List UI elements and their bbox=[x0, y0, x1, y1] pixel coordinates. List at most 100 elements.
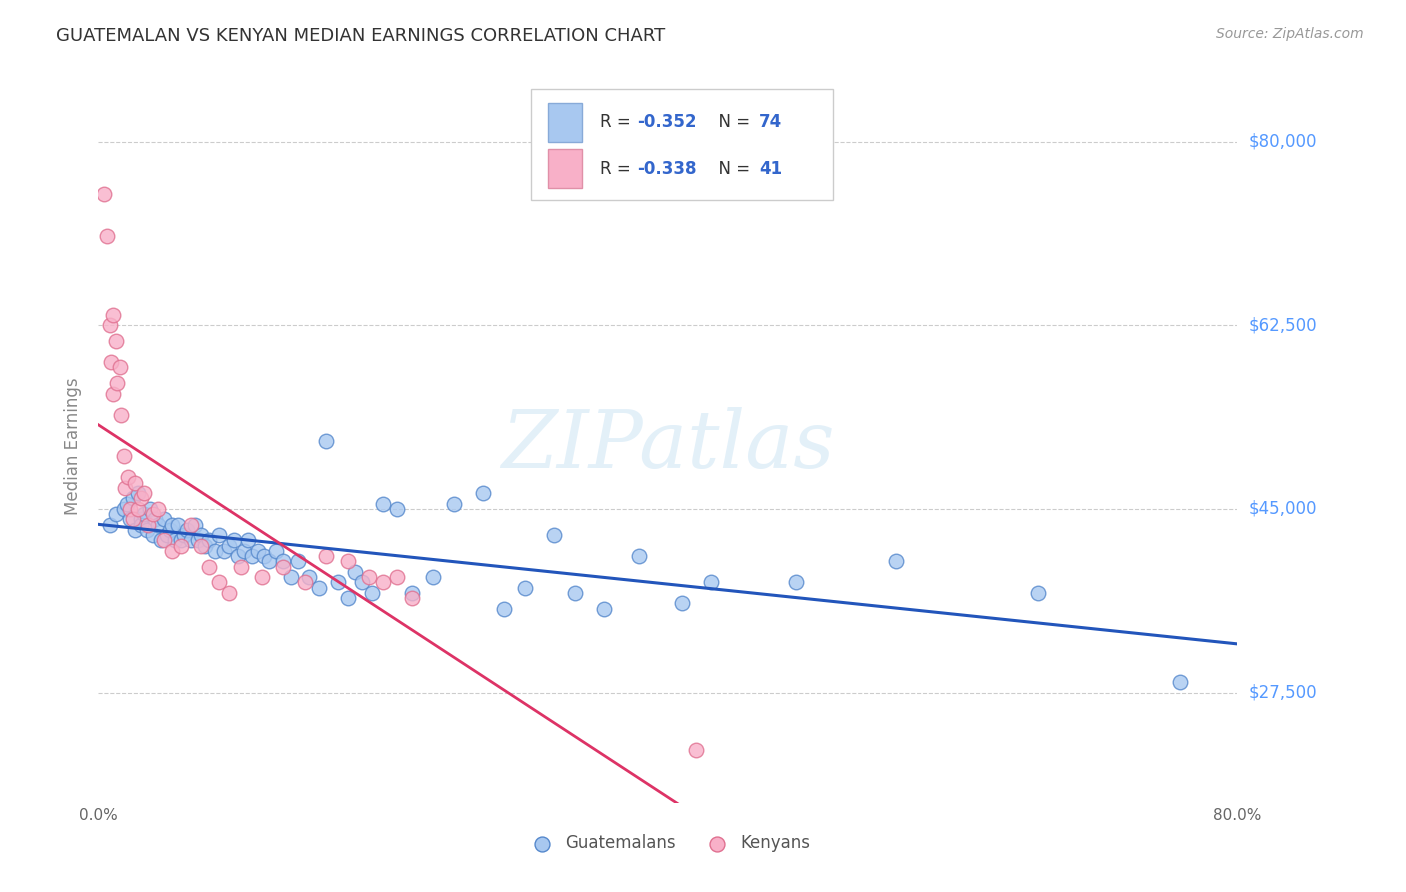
Point bbox=[273, 554, 295, 568]
Point bbox=[190, 528, 212, 542]
Point bbox=[156, 528, 179, 542]
Text: N =: N = bbox=[707, 113, 755, 131]
Point bbox=[162, 517, 184, 532]
Point bbox=[132, 486, 155, 500]
Text: -0.338: -0.338 bbox=[637, 160, 696, 178]
Point bbox=[387, 502, 409, 516]
Bar bbox=[548, 103, 582, 142]
Text: Source: ZipAtlas.com: Source: ZipAtlas.com bbox=[1216, 27, 1364, 41]
Point bbox=[148, 517, 170, 532]
Point bbox=[153, 512, 176, 526]
Point bbox=[98, 517, 121, 532]
Point bbox=[208, 528, 231, 542]
Point bbox=[121, 491, 143, 506]
Point bbox=[543, 528, 565, 542]
Point bbox=[141, 528, 163, 542]
Point bbox=[222, 533, 245, 548]
Point bbox=[167, 517, 190, 532]
Text: $27,500: $27,500 bbox=[1249, 683, 1317, 702]
Point bbox=[118, 502, 141, 516]
Point bbox=[104, 334, 127, 348]
Point bbox=[112, 450, 135, 464]
Text: ZIPatlas: ZIPatlas bbox=[501, 408, 835, 484]
Point bbox=[101, 308, 124, 322]
Point bbox=[198, 533, 221, 548]
Y-axis label: Median Earnings: Median Earnings bbox=[65, 377, 83, 515]
Text: 41: 41 bbox=[759, 160, 782, 178]
Point bbox=[190, 539, 212, 553]
Point bbox=[145, 512, 167, 526]
Point bbox=[127, 502, 149, 516]
Point bbox=[138, 502, 160, 516]
Point bbox=[93, 187, 115, 202]
Point bbox=[266, 544, 288, 558]
Point bbox=[132, 507, 155, 521]
Point bbox=[628, 549, 651, 564]
Point bbox=[357, 570, 380, 584]
Point bbox=[240, 549, 263, 564]
Point bbox=[141, 507, 163, 521]
Point bbox=[273, 559, 295, 574]
Text: $62,500: $62,500 bbox=[1249, 317, 1317, 334]
FancyBboxPatch shape bbox=[531, 89, 832, 200]
Point bbox=[108, 360, 131, 375]
Point bbox=[170, 533, 193, 548]
Point bbox=[129, 491, 152, 506]
Point bbox=[287, 554, 309, 568]
Point bbox=[124, 523, 146, 537]
Text: GUATEMALAN VS KENYAN MEDIAN EARNINGS CORRELATION CHART: GUATEMALAN VS KENYAN MEDIAN EARNINGS COR… bbox=[56, 27, 665, 45]
Point bbox=[343, 565, 366, 579]
Point bbox=[159, 523, 181, 537]
Point bbox=[298, 570, 321, 584]
Point bbox=[494, 601, 516, 615]
Text: R =: R = bbox=[599, 160, 636, 178]
Point bbox=[170, 539, 193, 553]
Point bbox=[336, 591, 359, 606]
Point bbox=[105, 376, 128, 390]
Point bbox=[884, 554, 907, 568]
Text: R =: R = bbox=[599, 113, 636, 131]
Point bbox=[135, 523, 157, 537]
Point bbox=[121, 512, 143, 526]
Point bbox=[129, 517, 152, 532]
Point bbox=[148, 502, 170, 516]
Point bbox=[280, 570, 302, 584]
Point bbox=[165, 533, 187, 548]
Point bbox=[218, 586, 240, 600]
Point bbox=[360, 586, 382, 600]
Point bbox=[250, 570, 273, 584]
Point bbox=[699, 575, 721, 590]
Point bbox=[127, 486, 149, 500]
Point bbox=[387, 570, 409, 584]
Point bbox=[218, 539, 240, 553]
Point bbox=[104, 507, 127, 521]
Text: 74: 74 bbox=[759, 113, 782, 131]
Bar bbox=[548, 149, 582, 188]
Point bbox=[124, 475, 146, 490]
Point bbox=[150, 533, 173, 548]
Point bbox=[1170, 675, 1192, 690]
Point bbox=[198, 559, 221, 574]
Point bbox=[350, 575, 373, 590]
Point bbox=[180, 517, 202, 532]
Text: $80,000: $80,000 bbox=[1249, 133, 1317, 151]
Point bbox=[176, 523, 198, 537]
Point bbox=[564, 586, 586, 600]
Point bbox=[326, 575, 349, 590]
Point bbox=[252, 549, 274, 564]
Point bbox=[443, 497, 465, 511]
Point bbox=[515, 581, 537, 595]
Point bbox=[246, 544, 269, 558]
Point bbox=[232, 544, 254, 558]
Point bbox=[208, 575, 231, 590]
Text: -0.352: -0.352 bbox=[637, 113, 696, 131]
Point bbox=[117, 470, 139, 484]
Point bbox=[115, 497, 138, 511]
Point bbox=[98, 318, 121, 333]
Point bbox=[336, 554, 359, 568]
Point bbox=[96, 229, 118, 244]
Point bbox=[315, 549, 337, 564]
Point bbox=[100, 355, 122, 369]
Point bbox=[236, 533, 259, 548]
Point bbox=[204, 544, 226, 558]
